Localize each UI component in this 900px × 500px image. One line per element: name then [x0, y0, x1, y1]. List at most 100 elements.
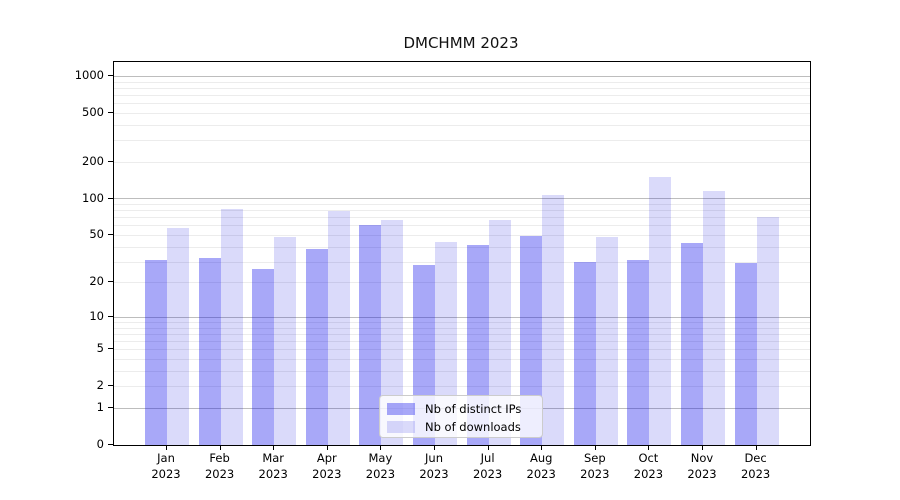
x-tick-mark — [487, 446, 489, 450]
minor-gridline — [114, 103, 810, 105]
y-tick-label: 10 — [89, 308, 104, 323]
x-tick-label: Sep 2023 — [580, 450, 609, 482]
x-tick-label-line: 2023 — [419, 467, 449, 481]
x-tick-label-line: Feb — [209, 451, 230, 465]
x-tick-label-line: 2023 — [365, 467, 396, 481]
x-tick-mark — [541, 446, 543, 450]
x-tick-label-line: 2023 — [526, 467, 556, 481]
bar-distinct-ips-may — [359, 225, 382, 445]
legend-label-downloads: Nb of downloads — [425, 420, 521, 434]
minor-gridline — [114, 359, 810, 361]
x-tick-label: Jun 2023 — [419, 450, 448, 482]
bar-downloads-mar — [274, 237, 297, 445]
minor-gridline — [114, 124, 810, 126]
minor-gridline — [114, 322, 810, 323]
y-tick-mark — [108, 74, 113, 76]
y-tick-label: 0 — [96, 437, 104, 451]
x-tick-label: Mar 2023 — [259, 450, 288, 482]
x-tick-label-line: Mar — [262, 451, 285, 465]
minor-gridline — [114, 217, 810, 219]
y-tick-mark — [108, 111, 113, 113]
y-tick-label: 2 — [96, 378, 104, 393]
x-tick-label-line: 2023 — [151, 467, 181, 481]
major-gridline — [114, 198, 810, 200]
x-tick-label-line: 2023 — [258, 467, 288, 481]
x-tick-label-line: Aug — [529, 451, 553, 465]
bar-distinct-ips-feb — [198, 258, 221, 445]
bar-downloads-sep — [595, 237, 618, 445]
minor-gridline — [114, 333, 810, 335]
y-tick-label: 50 — [89, 227, 104, 241]
minor-gridline — [114, 246, 810, 248]
x-tick-label: Feb 2023 — [205, 450, 234, 482]
minor-gridline — [114, 140, 810, 142]
legend-swatch-downloads — [387, 421, 415, 433]
x-tick-label-line: Nov — [690, 451, 714, 465]
y-tick-mark — [108, 234, 113, 235]
legend: Nb of distinct IPs Nb of downloads — [379, 395, 543, 438]
x-tick-mark — [380, 446, 382, 450]
legend-item-downloads: Nb of downloads — [387, 418, 542, 436]
minor-gridline — [114, 87, 810, 89]
x-tick-label-line: 2023 — [204, 467, 235, 481]
x-tick-label-line: 2023 — [687, 467, 717, 481]
x-tick-label: Dec 2023 — [741, 450, 770, 482]
bar-downloads-feb — [220, 209, 243, 445]
x-tick-label-line: Sep — [583, 451, 606, 465]
bar-downloads-aug — [542, 194, 565, 445]
bar-distinct-ips-sep — [573, 261, 596, 445]
x-tick-label: Oct 2023 — [634, 450, 663, 482]
x-tick-label-line: 2023 — [633, 467, 664, 481]
y-tick-mark — [108, 444, 113, 445]
minor-gridline — [114, 349, 810, 351]
x-tick-mark — [326, 446, 328, 450]
x-tick-mark — [702, 446, 703, 450]
y-tick-label: 5 — [96, 341, 104, 356]
x-tick-label-line: 2023 — [580, 467, 610, 481]
y-tick-mark — [108, 160, 113, 162]
x-tick-label-line: 2023 — [472, 467, 503, 481]
bar-downloads-may — [381, 219, 404, 445]
y-tick-mark — [108, 407, 113, 408]
y-tick-mark — [108, 281, 113, 283]
x-tick-label-line: May — [368, 451, 393, 465]
y-tick-mark — [108, 385, 113, 387]
bar-downloads-jun — [435, 241, 457, 445]
minor-gridline — [114, 81, 810, 83]
y-tick-label: 200 — [82, 153, 104, 168]
y-tick-label: 20 — [89, 274, 104, 289]
chart-title: DMCHMM 2023 — [403, 34, 519, 52]
plot-area: Nb of distinct IPs Nb of downloads — [113, 61, 811, 446]
minor-gridline — [114, 112, 810, 114]
bar-distinct-ips-aug — [520, 236, 543, 445]
y-tick-label: 1 — [96, 400, 104, 414]
legend-label-distinct-ips: Nb of distinct IPs — [425, 402, 522, 416]
y-tick-label: 1000 — [74, 67, 104, 82]
x-tick-mark — [648, 446, 650, 450]
x-tick-label: Aug 2023 — [527, 450, 556, 482]
bar-downloads-oct — [649, 176, 672, 445]
minor-gridline — [114, 94, 810, 96]
bar-distinct-ips-dec — [734, 263, 757, 445]
minor-gridline — [114, 210, 810, 212]
bar-downloads-dec — [756, 216, 779, 445]
minor-gridline — [114, 370, 810, 372]
bar-downloads-nov — [703, 190, 725, 445]
y-tick-mark — [108, 348, 113, 350]
bar-downloads-apr — [327, 210, 350, 445]
legend-swatch-distinct-ips — [387, 403, 415, 415]
minor-gridline — [114, 225, 810, 227]
bar-distinct-ips-nov — [681, 242, 703, 445]
minor-gridline — [114, 282, 810, 284]
major-gridline — [114, 75, 810, 77]
y-tick-label: 100 — [82, 190, 104, 205]
x-tick-label-line: 2023 — [740, 467, 771, 481]
bar-distinct-ips-mar — [252, 268, 275, 445]
x-tick-label-line: Oct — [638, 451, 659, 465]
y-tick-mark — [108, 315, 113, 317]
bar-distinct-ips-apr — [305, 249, 328, 445]
bar-distinct-ips-oct — [627, 259, 650, 445]
minor-gridline — [114, 386, 810, 388]
x-tick-label-line: Apr — [316, 451, 337, 465]
